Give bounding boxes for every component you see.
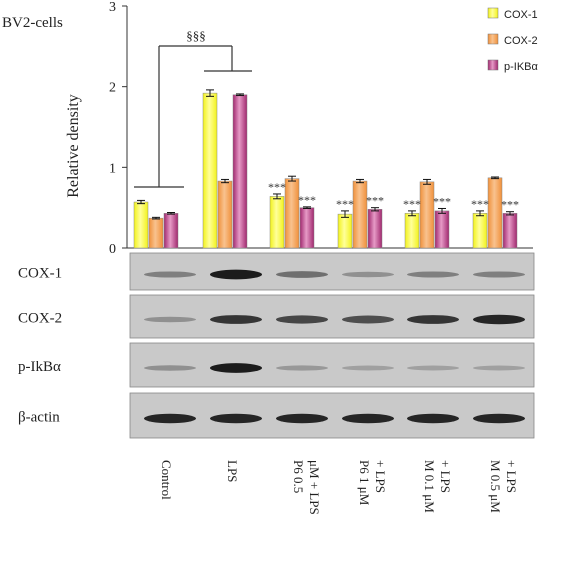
bar-cox-1 xyxy=(337,213,353,249)
blot-band xyxy=(210,269,262,280)
y-axis-label: Relative density xyxy=(65,94,82,198)
y-tick-label: 1 xyxy=(109,161,116,176)
bar-cox-1 xyxy=(404,213,420,249)
blot-panel xyxy=(129,342,535,388)
bar-cox-2 xyxy=(217,180,233,249)
blot-panel xyxy=(129,252,535,291)
significance-label: *** xyxy=(366,194,384,208)
blot-band xyxy=(144,271,196,278)
bracket-label: §§§ xyxy=(186,28,206,43)
blot-panel xyxy=(129,392,535,439)
blot-band xyxy=(407,271,459,278)
blot-band xyxy=(276,413,328,424)
legend-label: COX-2 xyxy=(504,35,538,47)
legend-swatch xyxy=(487,59,499,71)
significance-label: *** xyxy=(471,197,489,211)
y-ticks: 0 1 2 3 xyxy=(109,0,127,257)
blot-band xyxy=(407,315,459,324)
blot-band xyxy=(342,271,394,278)
blot-band xyxy=(276,271,328,278)
lane-label: + LPS xyxy=(504,460,519,493)
western-blots: COX-1 COX-2 p-IkBα β-actin xyxy=(18,252,535,439)
bar-p-ikb- xyxy=(299,207,315,249)
significance-bracket xyxy=(134,45,252,188)
lane-label: M 0.5 μM xyxy=(488,460,503,513)
blot-band xyxy=(342,365,394,371)
significance-label: *** xyxy=(433,194,451,208)
blot-band xyxy=(144,365,196,371)
bar-p-ikb- xyxy=(367,209,383,249)
blot-label: p-IkBα xyxy=(18,359,61,375)
bar-p-ikb- xyxy=(232,94,248,249)
bar-cox-1 xyxy=(133,201,149,249)
lane-label: Control xyxy=(159,460,174,500)
blot-band xyxy=(473,413,525,424)
significance-label: *** xyxy=(336,197,354,211)
error-bars xyxy=(137,89,514,220)
legend-label: p-IKBα xyxy=(504,61,539,73)
significance-label: *** xyxy=(403,197,421,211)
bar-p-ikb- xyxy=(502,213,518,249)
blot-band xyxy=(144,413,196,424)
blot-band xyxy=(473,365,525,371)
lane-label: μM + LPS xyxy=(307,460,322,515)
significance-marks: *** *** *** *** *** *** *** *** xyxy=(268,180,519,212)
blot-band xyxy=(342,315,394,324)
bar-cox-1 xyxy=(202,92,218,249)
blot-band xyxy=(276,365,328,371)
bar-cox-2 xyxy=(487,177,503,249)
bar-cox-1 xyxy=(472,213,488,249)
legend-swatch xyxy=(487,7,499,19)
blot-band xyxy=(210,413,262,424)
lane-labels: Control LPS P6 0.5 μM + LPS P6 1 μM + LPS M 0.… xyxy=(159,460,519,515)
blot-band xyxy=(342,413,394,424)
significance-label: *** xyxy=(501,198,519,212)
y-tick-label: 0 xyxy=(109,242,116,257)
bar-cox-2 xyxy=(352,180,368,249)
bar-cox-1 xyxy=(269,196,285,249)
lane-label: P6 0.5 xyxy=(291,460,306,493)
significance-label: *** xyxy=(298,193,316,207)
blot-panel xyxy=(129,294,535,339)
blot-band xyxy=(210,315,262,324)
legend-label: COX-1 xyxy=(504,9,538,21)
blot-band xyxy=(407,413,459,424)
blot-label: COX-1 xyxy=(18,266,62,282)
blot-band xyxy=(276,315,328,324)
chart-title: BV2-cells xyxy=(2,15,63,31)
bar-cox-2 xyxy=(148,217,164,249)
lane-label: LPS xyxy=(225,460,240,482)
lane-label: + LPS xyxy=(373,460,388,493)
blot-label: β-actin xyxy=(18,410,60,426)
blot-band xyxy=(473,314,525,325)
bar-p-ikb- xyxy=(434,210,450,249)
legend: COX-1 COX-2 p-IKBα xyxy=(487,7,539,73)
lane-label: P6 1 μM xyxy=(357,460,372,506)
significance-label: *** xyxy=(268,180,286,194)
blot-band xyxy=(473,271,525,278)
bar-p-ikb- xyxy=(163,213,179,249)
y-tick-label: 3 xyxy=(109,0,116,15)
y-tick-label: 2 xyxy=(109,81,116,96)
blot-band xyxy=(210,363,262,373)
lane-label: + LPS xyxy=(438,460,453,493)
lane-label: M 0.1 μM xyxy=(422,460,437,513)
blot-label: COX-2 xyxy=(18,311,62,327)
bars xyxy=(133,92,518,249)
bar-cox-2 xyxy=(419,181,435,249)
legend-swatch xyxy=(487,33,499,45)
bar-cox-2 xyxy=(284,178,300,249)
blot-band xyxy=(144,316,196,323)
blot-band xyxy=(407,365,459,371)
